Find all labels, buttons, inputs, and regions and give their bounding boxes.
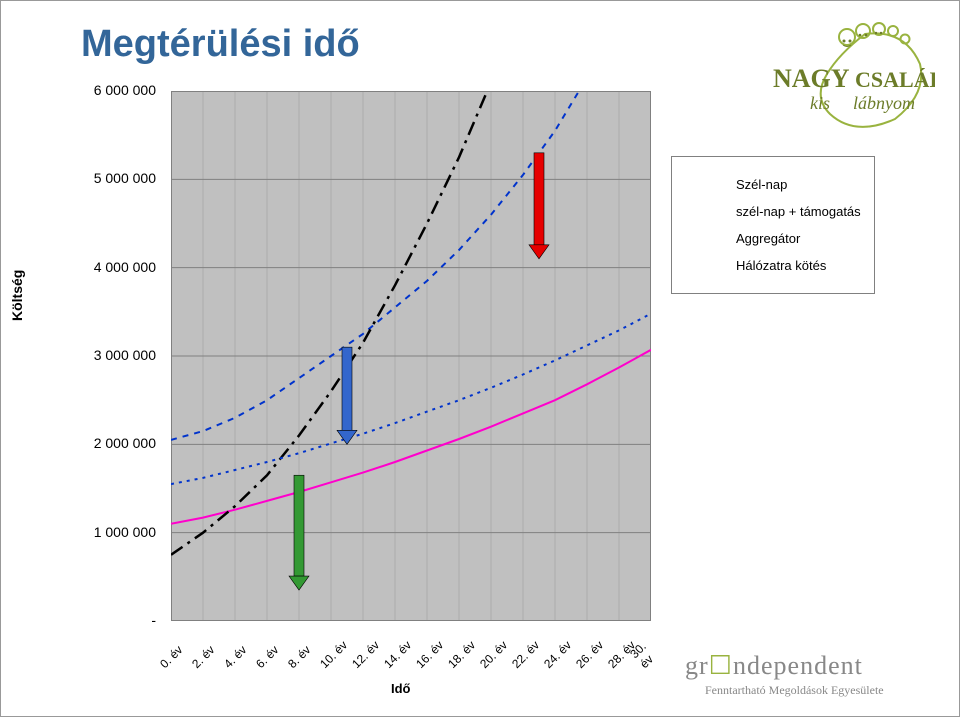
x-tick-label: 26. év <box>573 638 606 671</box>
logo-text-nagy: NAGY <box>773 64 850 93</box>
y-tick-label: 6 000 000 <box>66 82 156 98</box>
x-tick-label: 22. év <box>509 638 542 671</box>
x-tick-label: 6. év <box>253 643 281 671</box>
y-tick-label: - <box>66 612 156 628</box>
page-title: Megtérülési idő <box>81 23 360 66</box>
logo-text-labnyom: lábnyom <box>853 93 915 113</box>
page: Megtérülési idő Költség -1 000 0002 000 … <box>0 0 960 717</box>
logo-text-kis: kis <box>810 93 830 113</box>
x-tick-label: 12. év <box>349 638 382 671</box>
logo-text-csalad: CSALÁD <box>855 67 935 92</box>
x-tick-label: 0. év <box>157 643 185 671</box>
legend-label: Szél-nap <box>736 177 787 192</box>
svg-text:gr☐ndependent: gr☐ndependent <box>685 651 863 680</box>
x-tick-label: 8. év <box>285 643 313 671</box>
x-tick-label: 2. év <box>189 643 217 671</box>
legend-item: szél-nap + támogatás <box>678 204 868 219</box>
legend-label: Hálózatra kötés <box>736 258 826 273</box>
y-tick-label: 3 000 000 <box>66 347 156 363</box>
y-tick-label: 2 000 000 <box>66 435 156 451</box>
x-tick-label: 4. év <box>221 643 249 671</box>
legend-item: Szél-nap <box>678 177 868 192</box>
brand-logo-top: NAGY CSALÁD kis lábnyom <box>755 19 935 139</box>
x-tick-label: 14. év <box>381 638 414 671</box>
chart-container: -1 000 0002 000 0003 000 0004 000 0005 0… <box>171 91 651 621</box>
svg-text:Fenntartható Megoldások Egyesü: Fenntartható Megoldások Egyesülete <box>705 683 884 697</box>
y-axis-label: Költség <box>9 270 25 321</box>
x-axis-label: Idő <box>391 681 411 696</box>
x-tick-label: 18. év <box>445 638 478 671</box>
legend-item: Aggregátor <box>678 231 868 246</box>
y-tick-label: 4 000 000 <box>66 259 156 275</box>
y-tick-label: 5 000 000 <box>66 170 156 186</box>
brand-logo-bottom: gr☐ndependent Fenntartható Megoldások Eg… <box>685 646 935 702</box>
x-tick-label: 10. év <box>317 638 350 671</box>
legend-label: szél-nap + támogatás <box>736 204 861 219</box>
chart-svg <box>171 91 651 621</box>
x-tick-label: 16. év <box>413 638 446 671</box>
legend-label: Aggregátor <box>736 231 800 246</box>
x-tick-label: 20. év <box>477 638 510 671</box>
y-tick-label: 1 000 000 <box>66 524 156 540</box>
x-tick-label: 24. év <box>541 638 574 671</box>
legend-item: Hálózatra kötés <box>678 258 868 273</box>
legend: Szél-nap szél-nap + támogatás Aggregátor Há… <box>671 156 875 294</box>
